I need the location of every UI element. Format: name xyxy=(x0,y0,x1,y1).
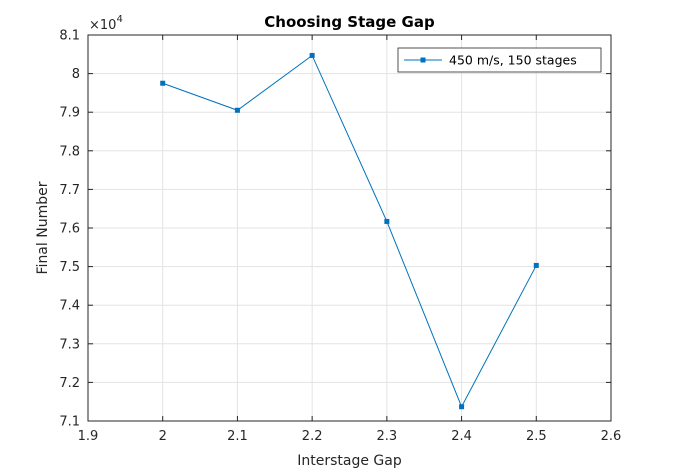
x-tick-label: 2.3 xyxy=(377,429,398,444)
legend-marker-sample xyxy=(420,57,426,63)
x-tick-label: 2.2 xyxy=(302,429,323,444)
y-tick-label: 7.9 xyxy=(59,106,80,121)
y-exponent-base: ×10 xyxy=(89,18,116,33)
data-point-marker xyxy=(533,262,539,268)
legend-entry-label: 450 m/s, 150 stages xyxy=(449,53,577,68)
y-tick-label: 7.6 xyxy=(59,222,80,237)
series-line xyxy=(162,54,537,408)
x-tick-label: 1.9 xyxy=(78,429,99,444)
y-tick-label: 7.2 xyxy=(59,376,80,391)
x-axis-label: Interstage Gap xyxy=(297,453,402,469)
y-tick-label: 7.8 xyxy=(59,144,80,159)
svg-text:×104: ×104 xyxy=(89,14,123,33)
x-tick-label: 2.5 xyxy=(526,429,547,444)
x-tick-label: 2 xyxy=(159,429,167,444)
y-tick-label: 8 xyxy=(72,67,80,82)
x-tick-label: 2.6 xyxy=(601,429,622,444)
y-axis-ticks: 7.1 7.2 7.3 7.4 7.5 7.6 7.7 7.8 7.9 8 8.1 xyxy=(59,29,611,430)
x-tick-label: 2.4 xyxy=(451,429,472,444)
data-point-marker xyxy=(160,80,166,86)
y-axis-label: Final Number xyxy=(35,181,51,274)
series-group xyxy=(160,52,539,410)
y-tick-label: 7.5 xyxy=(59,260,80,275)
data-point-marker xyxy=(459,404,465,410)
y-tick-label: 8.1 xyxy=(59,29,80,44)
data-point-marker xyxy=(309,52,315,58)
y-exponent-power: 4 xyxy=(116,14,122,25)
y-tick-label: 7.1 xyxy=(59,415,80,430)
chart-title: Choosing Stage Gap xyxy=(264,13,435,31)
y-tick-label: 7.4 xyxy=(59,299,80,314)
x-tick-label: 2.1 xyxy=(227,429,248,444)
data-point-marker xyxy=(384,218,390,224)
y-exponent-label: ×104 xyxy=(89,14,123,33)
y-tick-label: 7.7 xyxy=(59,183,80,198)
y-tick-label: 7.3 xyxy=(59,337,80,352)
legend: 450 m/s, 150 stages xyxy=(397,47,602,73)
data-point-marker xyxy=(234,107,240,113)
x-axis-ticks: 1.9 2 2.1 2.2 2.3 2.4 2.5 2.6 xyxy=(78,35,622,444)
